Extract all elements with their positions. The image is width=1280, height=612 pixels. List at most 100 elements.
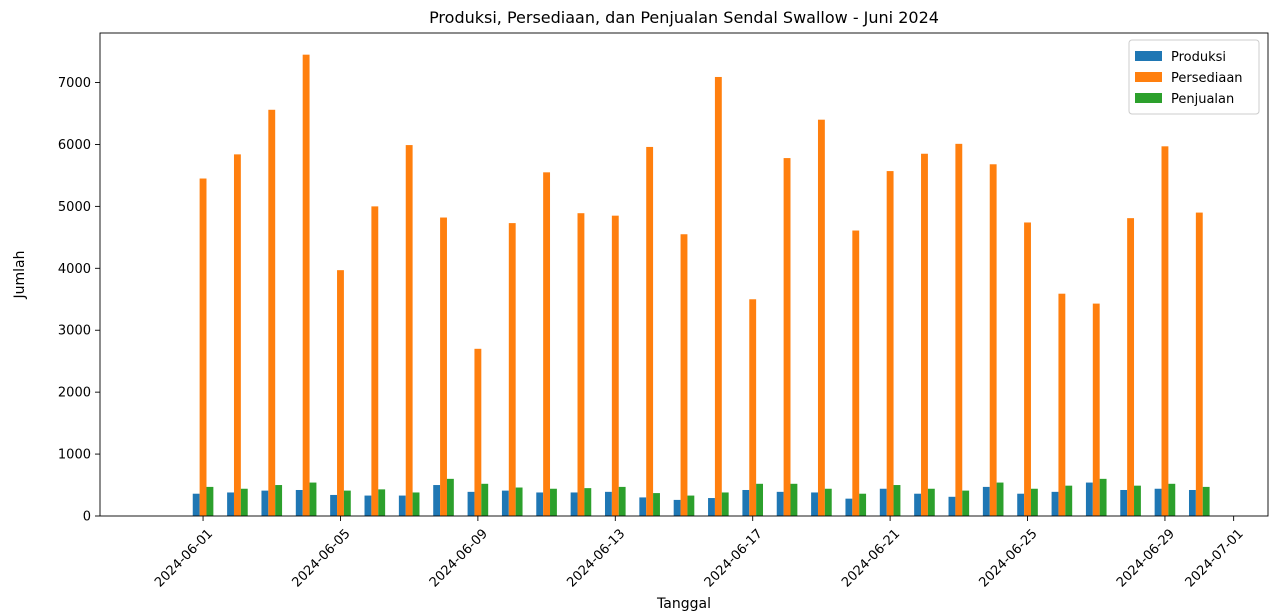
bar-persediaan-2024-06-14 [646,146,654,516]
x-tick-label: 2024-06-01 [152,526,216,590]
bar-produksi-2024-06-28 [1120,489,1128,516]
bar-produksi-2024-06-02 [227,492,234,516]
bar-persediaan-2024-06-27 [1092,303,1100,516]
x-tick-label: 2024-07-01 [1183,526,1247,590]
legend-swatch-produksi [1135,51,1162,61]
bar-produksi-2024-06-19 [811,492,818,516]
bar-persediaan-2024-06-04 [302,54,310,517]
series-produksi [192,482,1196,516]
bar-persediaan-2024-06-25 [1024,222,1031,517]
bar-penjualan-2024-06-22 [927,488,935,516]
bar-penjualan-2024-06-06 [378,489,386,516]
bar-penjualan-2024-06-01 [206,486,214,516]
y-axis-title: Jumlah [12,251,28,300]
plot-frame [99,32,1269,517]
bar-penjualan-2024-06-16 [721,492,729,516]
bar-produksi-2024-06-13 [604,491,612,516]
y-tick-label: 2000 [58,386,91,401]
bar-penjualan-2024-06-21 [893,485,901,516]
bar-penjualan-2024-06-03 [275,485,283,516]
y-tick-label: 6000 [58,138,91,153]
bar-penjualan-2024-06-11 [550,488,557,516]
y-tick-label: 1000 [58,448,91,463]
bar-penjualan-2024-06-07 [412,492,420,516]
bar-persediaan-2024-06-13 [611,215,619,517]
x-tick-label: 2024-06-05 [289,526,353,590]
bar-persediaan-2024-06-22 [921,153,928,516]
bar-penjualan-2024-06-13 [618,486,626,516]
bar-produksi-2024-06-14 [639,497,647,516]
bar-penjualan-2024-06-29 [1168,483,1176,516]
x-tick-label: 2024-06-21 [839,526,903,590]
bar-persediaan-2024-06-01 [199,178,207,516]
bar-produksi-2024-06-15 [673,499,681,516]
bar-penjualan-2024-06-12 [584,488,592,516]
bar-persediaan-2024-06-21 [886,171,894,516]
series-persediaan [199,54,1203,517]
bar-produksi-2024-06-27 [1085,482,1093,516]
y-tick-label: 4000 [58,262,91,277]
bar-produksi-2024-06-22 [914,493,922,516]
bar-produksi-2024-06-16 [708,498,715,516]
bar-produksi-2024-06-20 [845,498,853,516]
x-tick-label: 2024-06-13 [564,526,628,590]
bar-produksi-2024-06-23 [948,496,956,516]
bar-produksi-2024-06-05 [330,494,338,516]
bar-penjualan-2024-06-23 [962,490,970,516]
y-tick-label: 7000 [58,76,91,91]
bar-persediaan-2024-06-05 [337,270,344,516]
bar-persediaan-2024-06-28 [1127,218,1135,516]
bar-persediaan-2024-06-12 [577,213,585,516]
bar-persediaan-2024-06-23 [955,143,963,516]
bar-persediaan-2024-06-07 [405,145,413,516]
bar-produksi-2024-06-09 [467,491,475,516]
bar-penjualan-2024-06-10 [515,487,523,516]
bar-persediaan-2024-06-03 [268,109,276,516]
bar-penjualan-2024-06-15 [687,495,695,516]
bar-produksi-2024-06-11 [536,492,544,516]
bar-persediaan-2024-06-17 [749,299,757,516]
bar-persediaan-2024-06-16 [714,76,722,516]
bar-produksi-2024-06-18 [776,491,784,516]
legend-swatch-penjualan [1135,93,1162,103]
bar-penjualan-2024-06-02 [240,488,248,516]
bar-penjualan-2024-06-30 [1202,486,1210,516]
bar-produksi-2024-06-01 [192,493,200,516]
bar-produksi-2024-06-24 [982,486,990,516]
x-tick-label: 2024-06-25 [977,526,1041,590]
legend-label-persediaan: Persediaan [1171,71,1243,86]
bar-penjualan-2024-06-08 [446,478,454,516]
bar-penjualan-2024-06-25 [1030,488,1038,516]
bar-persediaan-2024-06-24 [989,164,997,516]
x-tick-label: 2024-06-17 [702,526,766,590]
bar-persediaan-2024-06-08 [440,217,447,516]
bar-produksi-2024-06-29 [1154,488,1162,516]
bar-persediaan-2024-06-19 [817,119,825,516]
bar-produksi-2024-06-03 [261,490,269,516]
legend-swatch-persediaan [1135,72,1162,82]
x-axis-title: Tanggal [656,596,711,612]
bar-penjualan-2024-06-26 [1065,485,1073,516]
series-penjualan [206,478,1210,516]
bar-persediaan-2024-06-06 [371,206,379,516]
bar-penjualan-2024-06-24 [996,482,1004,516]
x-tick-label: 2024-06-29 [1114,526,1178,590]
bar-produksi-2024-06-17 [742,489,750,516]
bar-persediaan-2024-06-10 [508,223,516,516]
bar-penjualan-2024-06-09 [481,483,489,516]
legend: Produksi Persediaan Penjualan [1128,39,1260,115]
bar-persediaan-2024-06-11 [543,172,551,516]
bar-produksi-2024-06-21 [879,488,887,516]
bar-penjualan-2024-06-20 [859,493,867,516]
bar-produksi-2024-06-10 [501,490,509,516]
bar-penjualan-2024-06-05 [343,490,351,516]
bar-penjualan-2024-06-17 [756,483,764,516]
bar-persediaan-2024-06-18 [783,158,791,516]
bar-penjualan-2024-06-19 [824,488,832,516]
plot-area [99,32,1269,517]
bar-persediaan-2024-06-20 [852,230,860,516]
bar-penjualan-2024-06-18 [790,483,798,516]
bar-penjualan-2024-06-27 [1099,478,1107,516]
